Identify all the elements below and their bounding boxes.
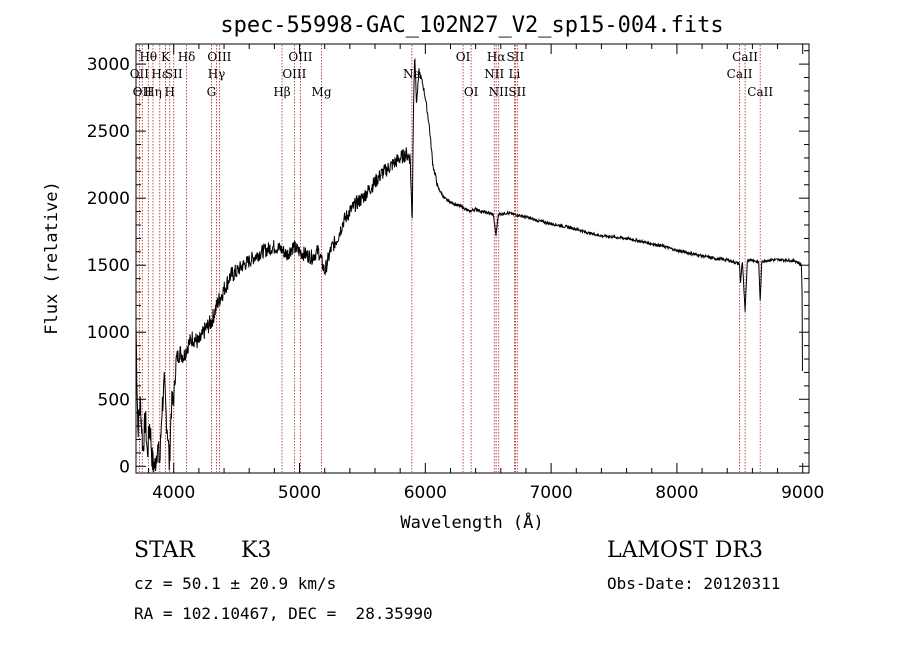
y-tick-label-6: 3000 — [87, 55, 130, 75]
x-tick-label-2: 6000 — [404, 483, 447, 503]
line-label-15: Mg — [312, 85, 332, 99]
x-axis-label: Wavelength (Å) — [400, 511, 543, 533]
y-tick-label-4: 2000 — [87, 189, 130, 209]
line-label-12: Hβ — [273, 85, 290, 99]
line-label-23: SII — [507, 50, 525, 64]
line-label-25: CaII — [727, 67, 753, 81]
redshift-velocity: cz = 50.1 ± 20.9 km/s — [134, 574, 337, 593]
line-label-6: H — [164, 85, 174, 99]
line-label-22: Li — [508, 67, 520, 81]
line-label-16: Na — [403, 67, 421, 81]
line-label-13: OIII — [282, 67, 306, 81]
line-label-19: NII — [484, 67, 504, 81]
spectrum-line — [135, 57, 803, 473]
x-tick-label-1: 5000 — [278, 483, 321, 503]
spectrum-series — [135, 57, 803, 473]
y-tick-label-2: 1000 — [87, 323, 130, 343]
line-label-17: OI — [456, 50, 471, 64]
line-label-4: Hε — [151, 67, 168, 81]
line-label-7: SII — [165, 67, 183, 81]
line-label-26: CaII — [732, 50, 758, 64]
line-label-14: OIII — [288, 50, 312, 64]
line-label-2: Hθ — [139, 50, 157, 64]
x-tick-label-0: 4000 — [152, 483, 195, 503]
x-tick-label-4: 8000 — [655, 483, 698, 503]
coordinates: RA = 102.10467, DEC = 28.35990 — [134, 604, 433, 623]
line-label-0: OII — [130, 67, 150, 81]
line-label-24: SII — [508, 85, 526, 99]
survey-name: LAMOST DR3 — [607, 538, 763, 563]
spectral-line-markers: OII OII Hθ Hη Hε K H SII Hδ G Hγ OIII Hβ OIII OIII Mg Na… — [130, 45, 773, 472]
y-tick-label-3: 1500 — [87, 256, 130, 276]
plot-frame — [135, 43, 810, 474]
line-label-20: Hα — [487, 50, 506, 64]
line-label-10: Hγ — [208, 67, 226, 81]
object-subclass: K3 — [241, 538, 272, 563]
line-label-21: NII — [489, 85, 509, 99]
y-tick-label-1: 500 — [98, 390, 130, 410]
line-label-27: CaII — [747, 85, 773, 99]
line-label-1: OII — [133, 85, 153, 99]
object-class: STAR — [134, 538, 195, 563]
line-label-8: Hδ — [178, 50, 196, 64]
line-label-11: OIII — [207, 50, 231, 64]
y-tick-label-0: 0 — [119, 457, 130, 477]
line-label-5: K — [161, 50, 171, 64]
chart-title: spec-55998-GAC_102N27_V2_sp15-004.fits — [220, 13, 723, 38]
line-label-9: G — [207, 85, 217, 99]
line-label-18: OI — [464, 85, 479, 99]
x-tick-label-3: 7000 — [529, 483, 572, 503]
y-axis: 0 500 1000 1500 2000 2500 3000 — [87, 50, 809, 477]
y-tick-label-5: 2500 — [87, 122, 130, 142]
line-label-3: Hη — [144, 85, 162, 99]
x-axis: 4000 5000 6000 7000 8000 9000 — [148, 44, 824, 503]
x-tick-label-5: 9000 — [781, 483, 824, 503]
y-axis-label: Flux (relative) — [42, 181, 62, 335]
observation-date: Obs-Date: 20120311 — [607, 574, 781, 593]
